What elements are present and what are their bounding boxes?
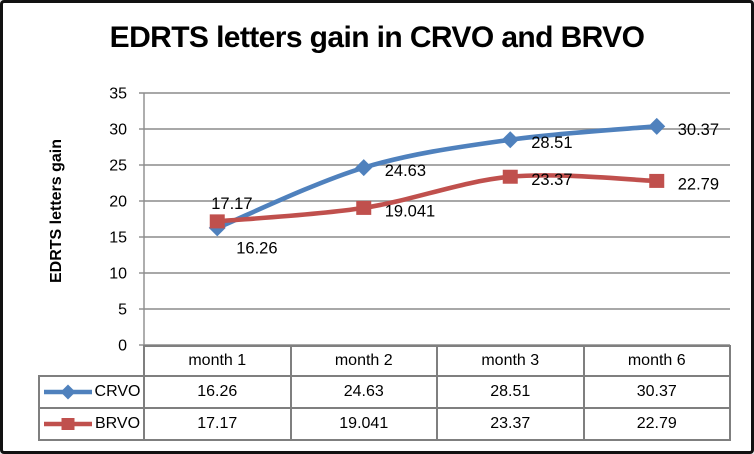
brvo-line-marker-icon	[43, 418, 92, 430]
legend-item-brvo: BRVO	[38, 407, 145, 441]
svg-text:15: 15	[109, 230, 127, 247]
table-row-crvo: CRVO 16.26 24.63 28.51 30.37	[38, 375, 731, 409]
column-header-month-1: month 1	[143, 345, 292, 377]
svg-text:10: 10	[109, 266, 127, 283]
brvo-value-month-6: 22.79	[582, 407, 731, 441]
column-header-month-2: month 2	[289, 345, 438, 377]
crvo-value-month-1: 16.26	[143, 375, 292, 409]
brvo-value-month-2: 19.041	[289, 407, 438, 441]
svg-text:20: 20	[109, 194, 127, 211]
svg-text:19.041: 19.041	[385, 202, 435, 220]
column-header-month-6: month 6	[582, 345, 731, 377]
legend-item-crvo: CRVO	[38, 375, 145, 409]
brvo-value-month-3: 23.37	[436, 407, 585, 441]
svg-text:22.79: 22.79	[678, 175, 719, 193]
svg-text:30: 30	[109, 122, 127, 139]
crvo-value-month-3: 28.51	[436, 375, 585, 409]
svg-text:17.17: 17.17	[211, 195, 252, 213]
table-corner-cell	[39, 346, 145, 377]
table-row-brvo: BRVO 17.17 19.041 23.37 22.79	[38, 407, 731, 441]
svg-text:35: 35	[109, 86, 127, 103]
chart-title: EDRTS letters gain in CRVO and BRVO	[109, 21, 645, 54]
legend-label-brvo: BRVO	[94, 415, 141, 432]
table-header-row: month 1 month 2 month 3 month 6	[39, 345, 731, 377]
crvo-value-month-2: 24.63	[289, 375, 438, 409]
data-table: month 1 month 2 month 3 month 6 CRVO 16.…	[38, 345, 731, 441]
svg-text:16.26: 16.26	[236, 239, 277, 257]
svg-text:24.63: 24.63	[385, 162, 426, 180]
brvo-value-month-1: 17.17	[143, 407, 292, 441]
svg-text:30.37: 30.37	[678, 121, 719, 139]
crvo-line-marker-icon	[43, 384, 92, 400]
svg-text:25: 25	[109, 158, 127, 175]
crvo-value-month-6: 30.37	[582, 375, 731, 409]
svg-text:5: 5	[118, 302, 127, 319]
column-header-month-3: month 3	[436, 345, 585, 377]
legend-label-crvo: CRVO	[94, 383, 141, 400]
svg-text:23.37: 23.37	[531, 171, 572, 189]
svg-text:28.51: 28.51	[531, 134, 572, 152]
